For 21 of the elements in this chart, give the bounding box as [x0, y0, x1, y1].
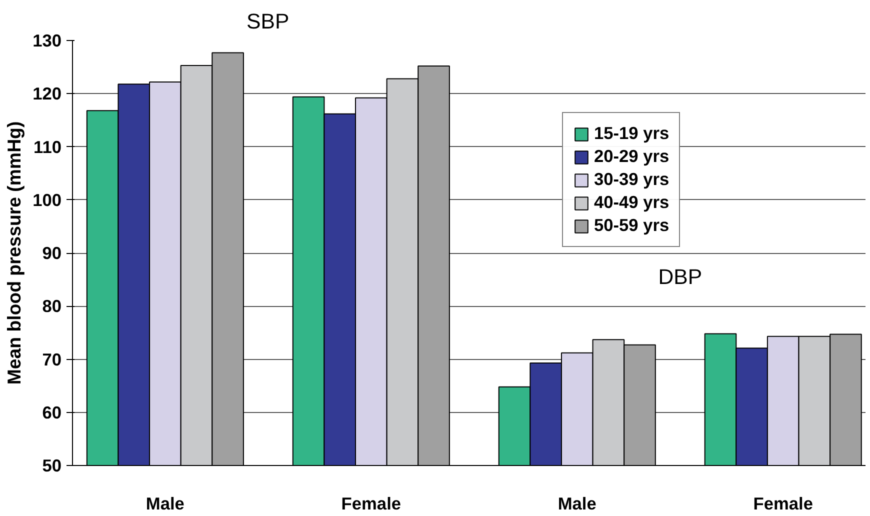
legend-label: 15-19 yrs	[594, 123, 670, 144]
y-tick-label: 100	[32, 190, 62, 210]
annotation: DBP	[658, 265, 702, 290]
x-tick-label: Female	[341, 494, 402, 514]
y-tick-label: 80	[42, 296, 62, 316]
y-tick-label: 70	[42, 349, 62, 370]
x-tick-label: Male	[146, 494, 185, 514]
x-tick-label: Male	[558, 494, 597, 514]
legend-label: 40-49 yrs	[594, 192, 670, 213]
x-tick-label: Female	[753, 494, 814, 514]
legend-label: 30-39 yrs	[594, 169, 670, 190]
y-tick-label: 90	[42, 243, 62, 263]
y-tick-label: 60	[42, 402, 62, 422]
legend-label: 50-59 yrs	[594, 215, 670, 236]
y-tick-label: 130	[32, 30, 62, 50]
text: SBP	[246, 10, 290, 34]
y-tick-label: 120	[32, 84, 62, 104]
legend-label: 20-29 yrs	[594, 146, 670, 167]
y-tick-label: 110	[34, 136, 62, 157]
y-axis-title: Mean blood pressure (mmHg)	[4, 121, 25, 385]
y-tick-label: 50	[42, 456, 62, 476]
